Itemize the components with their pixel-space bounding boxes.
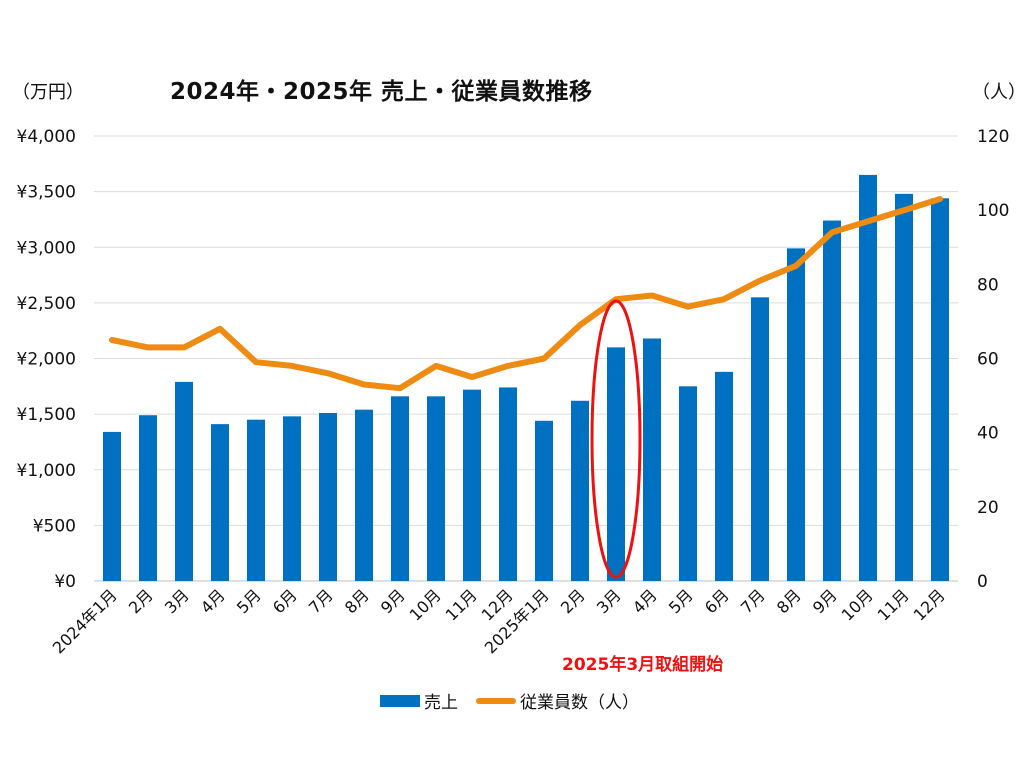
employee-line xyxy=(109,196,943,392)
left-tick-label: ¥1,000 xyxy=(17,461,76,481)
left-tick-label: ¥2,500 xyxy=(17,294,76,314)
right-tick-label: 60 xyxy=(977,350,999,370)
x-tick-label: 6月 xyxy=(269,585,301,617)
left-tick-label: ¥2,000 xyxy=(17,350,76,370)
bar xyxy=(463,389,481,581)
right-tick-label: 20 xyxy=(977,498,999,518)
x-tick-label: 9月 xyxy=(809,585,841,617)
legend-swatch-sales xyxy=(380,694,420,707)
highlight-ellipse xyxy=(590,299,642,579)
right-tick-label: 0 xyxy=(977,572,988,592)
bar xyxy=(139,415,157,581)
legend-label-employees: 従業員数（人） xyxy=(520,693,639,713)
bar xyxy=(607,347,625,581)
bar xyxy=(895,193,913,581)
x-tick-label: 8月 xyxy=(773,585,805,617)
right-axis-unit: （人） xyxy=(972,82,1024,103)
x-tick-label: 7月 xyxy=(305,585,337,617)
bar xyxy=(211,424,229,581)
right-tick-label: 40 xyxy=(977,424,999,444)
left-tick-label: ¥4,000 xyxy=(17,127,76,147)
bar xyxy=(571,400,589,581)
x-tick-label: 6月 xyxy=(701,585,733,617)
bar xyxy=(175,381,193,581)
right-tick-label: 80 xyxy=(977,275,999,295)
x-tick-label: 12月 xyxy=(910,585,949,624)
bar xyxy=(535,420,553,581)
left-axis-unit: （万円） xyxy=(12,82,84,103)
x-tick-label: 4月 xyxy=(629,585,661,617)
bar xyxy=(391,396,409,581)
x-tick-label: 2月 xyxy=(125,585,157,617)
left-tick-label: ¥500 xyxy=(33,516,76,536)
left-tick-label: ¥3,000 xyxy=(17,238,76,258)
right-tick-label: 120 xyxy=(977,127,1009,147)
legend: 売上 従業員数（人） xyxy=(380,688,657,713)
x-tick-label: 5月 xyxy=(665,585,697,617)
x-tick-label: 5月 xyxy=(233,585,265,617)
bar xyxy=(103,431,121,581)
x-tick-label: 4月 xyxy=(197,585,229,617)
bar xyxy=(355,409,373,581)
x-tick-label: 3月 xyxy=(593,585,625,617)
x-tick-label: 9月 xyxy=(377,585,409,617)
x-tick-label: 2024年1月 xyxy=(49,585,121,657)
bar xyxy=(247,419,265,581)
x-tick-label: 10月 xyxy=(838,585,877,624)
x-tick-label: 11月 xyxy=(442,585,481,624)
bar xyxy=(931,198,949,582)
x-tick-label: 3月 xyxy=(161,585,193,617)
annotation-label: 2025年3月取組開始 xyxy=(562,655,724,675)
bar xyxy=(643,338,661,581)
bar xyxy=(319,413,337,581)
x-tick-label: 7月 xyxy=(737,585,769,617)
bar xyxy=(679,386,697,581)
bar xyxy=(283,416,301,581)
left-tick-label: ¥3,500 xyxy=(17,183,76,203)
bar xyxy=(859,174,877,581)
legend-swatch-employees xyxy=(476,697,516,704)
legend-item-sales: 売上 xyxy=(380,688,458,713)
bar xyxy=(787,248,805,582)
left-tick-label: ¥1,500 xyxy=(17,405,76,425)
left-tick-label: ¥0 xyxy=(54,572,76,592)
x-tick-label: 2月 xyxy=(557,585,589,617)
bar xyxy=(715,371,733,581)
right-tick-label: 100 xyxy=(977,201,1009,221)
x-tick-label: 8月 xyxy=(341,585,373,617)
chart-title: 2024年・2025年 売上・従業員数推移 xyxy=(170,79,593,105)
legend-item-employees: 従業員数（人） xyxy=(476,688,639,713)
legend-label-sales: 売上 xyxy=(424,693,458,713)
bar xyxy=(427,396,445,581)
bar xyxy=(499,387,517,581)
x-tick-label: 10月 xyxy=(406,585,445,624)
bar xyxy=(751,297,769,581)
x-tick-label: 11月 xyxy=(874,585,913,624)
bar xyxy=(823,220,841,582)
